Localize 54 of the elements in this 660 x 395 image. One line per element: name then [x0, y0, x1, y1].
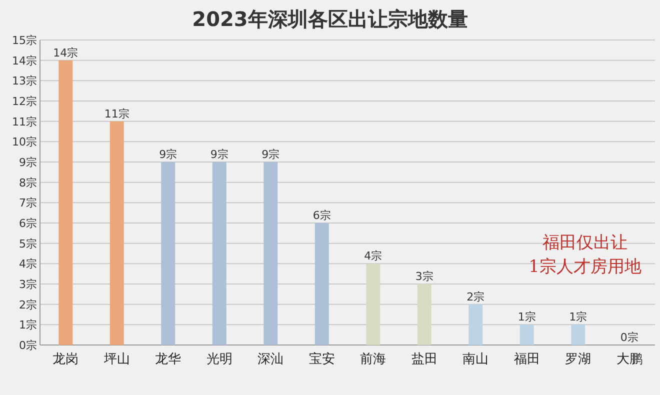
x-tick-label: 大鹏	[616, 352, 642, 367]
x-tick-label: 深汕	[258, 352, 284, 367]
x-tick-label: 南山	[462, 352, 489, 367]
bar	[366, 264, 380, 345]
y-tick-label: 10宗	[12, 136, 37, 149]
y-tick-label: 0宗	[19, 339, 37, 352]
x-tick-label: 罗湖	[565, 352, 592, 367]
x-tick-label: 盐田	[411, 352, 438, 367]
x-tick-label: 福田	[514, 352, 540, 367]
y-tick-label: 7宗	[19, 196, 37, 210]
y-tick-label: 14宗	[12, 54, 37, 68]
y-tick-label: 9宗	[19, 156, 37, 169]
data-label: 4宗	[364, 250, 382, 263]
x-tick-label: 龙华	[155, 352, 182, 367]
bar	[417, 284, 432, 345]
y-tick-label: 11宗	[12, 115, 37, 128]
bar	[110, 121, 124, 345]
data-label: 0宗	[620, 331, 638, 344]
bar	[264, 162, 278, 345]
y-tick-label: 2宗	[19, 298, 37, 312]
y-tick-label: 12宗	[12, 95, 37, 108]
data-label: 3宗	[415, 270, 434, 283]
y-tick-label: 1宗	[19, 318, 37, 332]
data-label: 2宗	[466, 290, 485, 304]
bar	[520, 324, 534, 345]
data-label: 14宗	[53, 46, 78, 60]
y-tick-label: 3宗	[19, 278, 37, 291]
x-tick-label: 光明	[206, 352, 232, 367]
data-label: 11宗	[104, 107, 130, 120]
data-label: 9宗	[262, 148, 280, 161]
bar	[468, 304, 483, 345]
data-label: 9宗	[159, 148, 178, 161]
chart-title: 2023年深圳各区出让宗地数量	[192, 7, 468, 31]
bar	[212, 162, 226, 345]
bar	[58, 60, 73, 345]
y-tick-label: 13宗	[12, 74, 37, 88]
y-tick-label: 6宗	[19, 217, 37, 230]
bar	[314, 223, 329, 345]
y-tick-label: 4宗	[19, 258, 37, 271]
bar	[571, 324, 586, 345]
data-label: 9宗	[210, 148, 228, 161]
data-label: 1宗	[518, 310, 536, 324]
x-tick-label: 宝安	[308, 351, 335, 367]
y-tick-label: 15宗	[12, 34, 37, 47]
annotation: 1宗人才房用地	[528, 257, 642, 277]
x-tick-label: 坪山	[102, 352, 130, 367]
x-tick-label: 前海	[360, 352, 386, 367]
data-label: 1宗	[569, 310, 588, 324]
y-tick-label: 8宗	[19, 176, 37, 190]
data-label: 6宗	[312, 209, 331, 222]
y-tick-label: 5宗	[19, 237, 37, 250]
annotation: 福田仅出让	[542, 233, 628, 253]
x-tick-label: 龙岗	[52, 352, 79, 367]
bar	[161, 162, 176, 345]
